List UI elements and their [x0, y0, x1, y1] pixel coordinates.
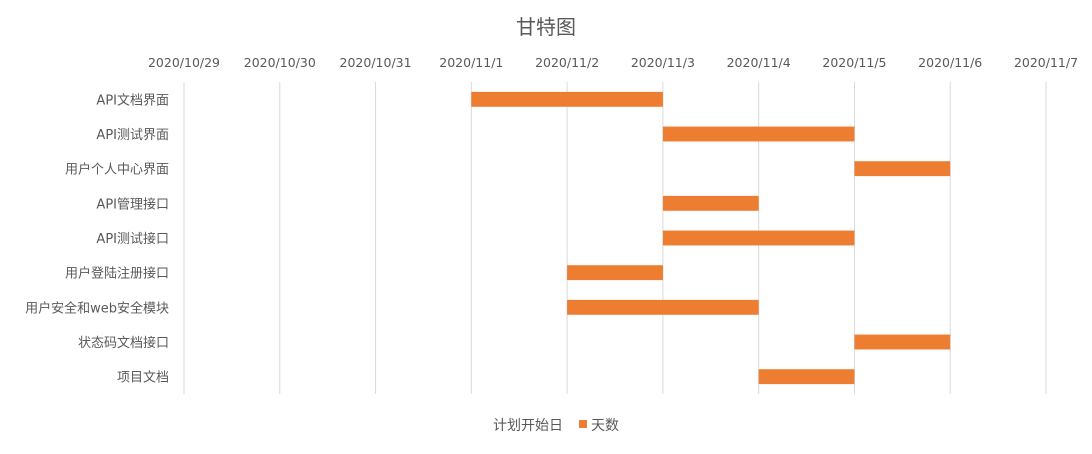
y-category-label: 状态码文档接口	[78, 335, 169, 351]
legend-entry-duration: 天数	[591, 418, 619, 434]
x-tick-label: 2020/11/1	[439, 55, 503, 70]
x-tick-label: 2020/11/5	[822, 55, 886, 70]
bar-duration	[662, 126, 855, 142]
bar-start-offset	[184, 92, 471, 107]
legend-entry-start: 计划开始日	[493, 418, 563, 434]
bar-start-offset	[184, 231, 663, 246]
bar-start-offset	[184, 196, 663, 211]
x-tick-label: 2020/11/4	[727, 55, 791, 70]
y-category-label: 用户安全和web安全模块	[25, 300, 169, 316]
bar-duration	[662, 195, 759, 211]
bar-start-offset	[184, 127, 663, 142]
y-category-label: API测试界面	[96, 128, 169, 143]
bar-duration	[758, 369, 855, 385]
y-category-label: API测试接口	[96, 231, 169, 247]
bar-duration	[662, 230, 855, 246]
chart-title: 甘特图	[516, 15, 576, 39]
y-category-label: 用户登陆注册接口	[65, 266, 169, 282]
x-tick-label: 2020/10/31	[340, 55, 412, 70]
x-axis-tick-labels: 2020/10/29 2020/10/30 2020/10/31 2020/11/1 2…	[148, 55, 1078, 70]
bar-start-offset	[184, 335, 854, 350]
legend: 计划开始日 天数	[493, 418, 619, 434]
y-category-label: 项目文档	[117, 371, 169, 386]
legend-swatch-duration	[579, 420, 587, 428]
y-category-label: API管理接口	[96, 196, 169, 212]
y-category-label: 用户个人中心界面	[65, 162, 169, 178]
x-tick-label: 2020/11/7	[1014, 55, 1078, 70]
bar-start-offset	[184, 161, 854, 176]
bar-duration	[567, 299, 759, 315]
x-tick-label: 2020/11/2	[535, 55, 599, 70]
bars	[184, 91, 951, 385]
bar-duration	[567, 265, 663, 281]
y-category-label: API文档界面	[96, 93, 169, 108]
x-tick-label: 2020/11/6	[918, 55, 982, 70]
bar-duration	[854, 334, 951, 350]
x-tick-label: 2020/10/30	[244, 55, 316, 70]
bar-duration	[471, 91, 663, 107]
x-tick-label: 2020/10/29	[148, 55, 220, 70]
bar-duration	[854, 161, 951, 177]
x-tick-label: 2020/11/3	[631, 55, 695, 70]
